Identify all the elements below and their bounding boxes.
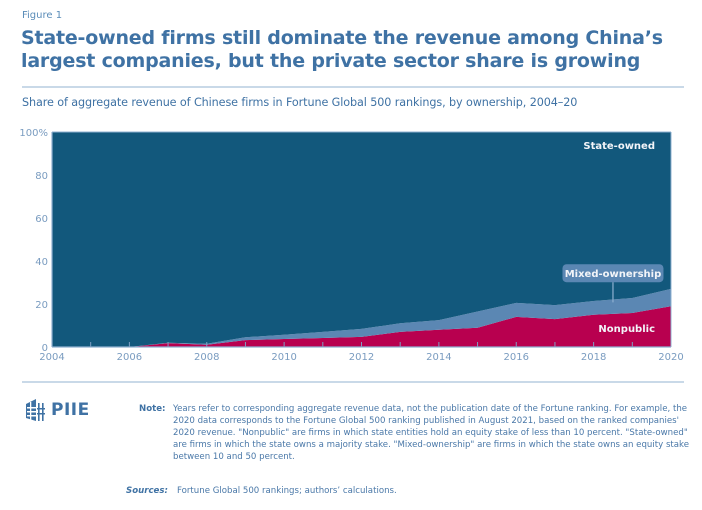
area-state-owned [52,132,671,347]
x-tick-label: 2012 [349,352,374,363]
divider-top [22,86,684,88]
area-nonpublic [52,306,671,347]
y-tick-label: 100% [19,128,48,139]
x-tick-label: 2008 [194,352,219,363]
axes-layer: 2004 2006 2008 2010 2012 2014 2016 2018 2020 0 20 4… [19,128,683,363]
piie-building-icon [26,399,45,421]
y-tick-label: 0 [42,343,48,354]
x-tick-label: 2020 [658,352,683,363]
x-tick-label: 2010 [271,352,296,363]
y-tick-label: 20 [35,300,48,311]
series-label-nonpublic: Nonpublic [598,324,655,335]
sources-text: Fortune Global 500 rankings; authors’ ca… [177,486,397,496]
series-label-mixed-ownership-box [562,264,664,283]
series-label-mixed-ownership: Mixed-ownership [565,269,662,280]
note-text: Years refer to corresponding aggregate r… [173,404,690,462]
y-tick-label: 60 [35,214,48,225]
series-label-state-owned: State-owned [583,141,655,152]
sources-label: Sources: [126,486,168,496]
piie-logo: PIIE [24,398,90,422]
figure-label: Figure 1 [22,10,63,21]
chart-subtitle: Share of aggregate revenue of Chinese fi… [22,96,578,109]
logo-text: PIIE [51,400,90,420]
x-tick-label: 2004 [39,352,64,363]
divider-bottom [22,381,684,383]
y-tick-label: 40 [35,257,48,268]
area-layer [52,132,671,347]
note-label: Note: [139,404,166,414]
stacked-area-chart: 2004 2006 2008 2010 2012 2014 2016 2018 2020 0 20 4… [19,128,683,363]
area-mixed-ownership [52,288,671,347]
x-tick-label: 2006 [117,352,142,363]
y-tick-label: 80 [35,171,48,182]
x-tick-label: 2016 [504,352,529,363]
x-tick-label: 2014 [426,352,451,363]
chart-title: State-owned firms still dominate the rev… [21,27,663,72]
series-label-layer: State-owned Mixed-ownership Nonpublic [562,141,664,335]
x-tick-label: 2018 [581,352,606,363]
